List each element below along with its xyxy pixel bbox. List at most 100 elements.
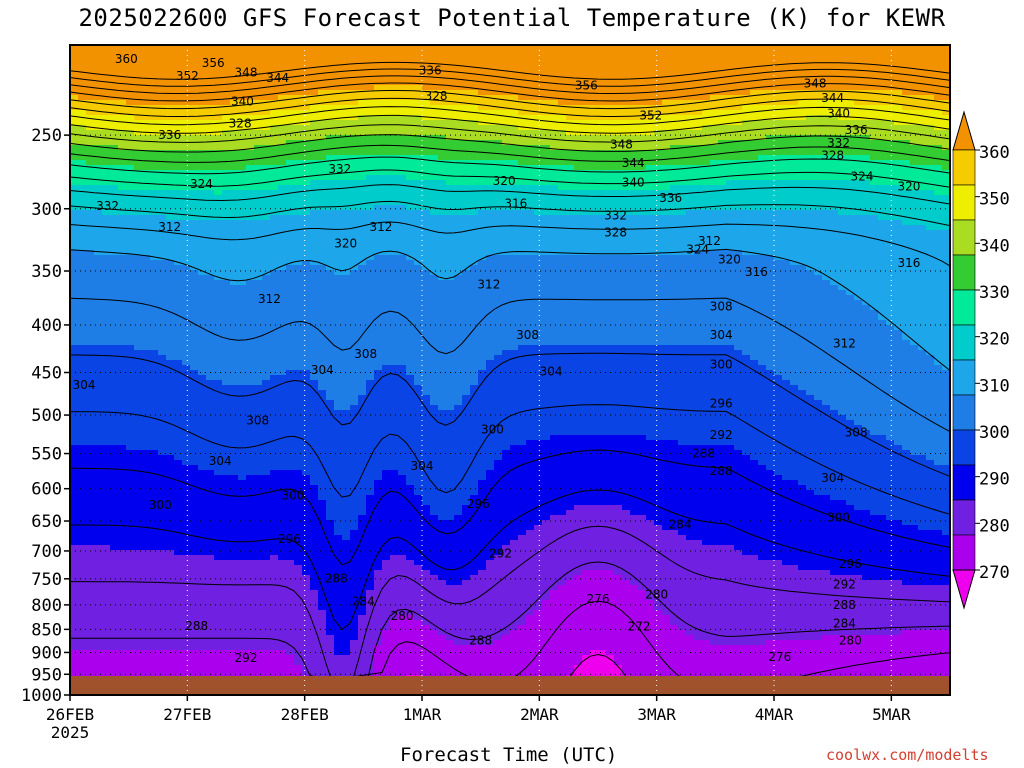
contour-label-text: 304 [73, 378, 96, 392]
contour-line [70, 97, 950, 117]
contour-label-text: 308 [246, 414, 269, 428]
contour-line [70, 75, 950, 94]
y-tick-label: 950 [31, 665, 62, 685]
contour-line [70, 124, 950, 143]
colorbar-segment [952, 184, 976, 221]
contour-label: 336 [845, 123, 868, 137]
colorbar-segment [952, 464, 976, 501]
contour-label: 328 [229, 117, 252, 131]
colorbar-segment [952, 219, 976, 256]
x-tick-label: 3MAR [637, 705, 676, 724]
contour-label: 312 [158, 220, 181, 234]
contour-label-text: 356 [202, 56, 225, 70]
contour-label: 288 [325, 571, 348, 585]
contour-label: 336 [659, 191, 682, 205]
contour-label: 360 [115, 52, 138, 66]
contour-label-text: 292 [235, 651, 258, 665]
contour-label: 288 [185, 619, 208, 633]
chart-title: 2025022600 GFS Forecast Potential Temper… [78, 4, 946, 32]
contour-label: 276 [587, 592, 610, 606]
x-tick-label: 26FEB [46, 705, 94, 724]
contour-label: 300 [481, 422, 504, 436]
contour-label-text: 352 [176, 69, 199, 83]
contour-label-text: 340 [827, 107, 850, 121]
colorbar-segment [952, 254, 976, 291]
y-tick-label: 1000 [21, 686, 62, 706]
contour-label: 296 [278, 532, 301, 546]
colorbar: 360 350 340 330 320 310 300 290 280 270 [952, 110, 1010, 610]
contour-label-text: 316 [897, 256, 920, 270]
colorbar-label: 350 [979, 190, 1010, 210]
contour-label-text: 288 [185, 619, 208, 633]
contour-line [70, 600, 950, 695]
contour-label-text: 332 [96, 199, 119, 213]
x-tick-label: 4MAR [755, 705, 794, 724]
x-axis-label: Forecast Time (UTC) [400, 744, 618, 766]
contour-label-text: 292 [833, 578, 856, 592]
x-tick-label: 27FEB [163, 705, 211, 724]
contour-label-text: 304 [311, 363, 334, 377]
contour-label: 332 [827, 136, 850, 150]
contour-label-text: 348 [804, 76, 827, 90]
contour-label: 300 [710, 357, 733, 371]
contour-label: 300 [281, 488, 304, 502]
contour-line [70, 404, 950, 515]
contour-label: 288 [710, 464, 733, 478]
colorbar-label: 340 [979, 236, 1010, 256]
contour-label-text: 332 [827, 136, 850, 150]
contour-label-text: 324 [686, 243, 709, 257]
contour-line [70, 221, 950, 267]
contour-label: 348 [610, 138, 633, 152]
contour-label: 280 [645, 588, 668, 602]
contour-label: 288 [833, 598, 856, 612]
y-tick-label: 500 [31, 406, 62, 426]
contour-line [70, 90, 950, 110]
contour-label-text: 308 [710, 299, 733, 313]
contour-label: 300 [149, 498, 172, 512]
contour-label: 304 [710, 328, 733, 342]
contour-label-text: 356 [575, 78, 598, 92]
contour-label: 356 [575, 78, 598, 92]
x-tick-label: 1MAR [403, 705, 442, 724]
contour-line [70, 489, 950, 631]
contour-label: 320 [493, 174, 516, 188]
contour-label: 356 [202, 56, 225, 70]
contour-label-text: 324 [851, 170, 874, 184]
contour-label-text: 304 [540, 365, 563, 379]
contour-label: 324 [686, 243, 709, 257]
contour-label: 276 [768, 650, 791, 664]
contour-label: 284 [669, 518, 692, 532]
colorbar-label: 310 [979, 376, 1010, 396]
credit-text[interactable]: coolwx.com/modelts [826, 746, 989, 764]
contour-label: 328 [604, 225, 627, 239]
contour-label: 300 [827, 510, 850, 524]
contour-label-text: 292 [489, 546, 512, 560]
contour-label: 324 [190, 177, 213, 191]
y-tick-label: 350 [31, 262, 62, 282]
contour-label-text: 344 [622, 156, 645, 170]
contour-label-text: 296 [467, 497, 490, 511]
contour-line [70, 144, 950, 163]
contour-label: 328 [425, 89, 448, 103]
contour-label-text: 300 [281, 488, 304, 502]
y-axis: 250 300 350 400 450 500 550 600 650 700 750 800 850 9… [21, 126, 70, 706]
contour-label-text: 336 [419, 63, 442, 77]
contour-label: 320 [718, 252, 741, 266]
contour-label-text: 296 [278, 532, 301, 546]
contour-label: 328 [821, 149, 844, 163]
contour-label-text: 320 [493, 174, 516, 188]
contour-label-text: 336 [659, 191, 682, 205]
y-tick-label: 700 [31, 542, 62, 562]
contour-label: 312 [258, 292, 281, 306]
x-tick-label: 5MAR [872, 705, 911, 724]
y-tick-label: 750 [31, 570, 62, 590]
contour-label: 344 [266, 71, 289, 85]
contour-label-text: 328 [821, 149, 844, 163]
contour-label: 312 [833, 337, 856, 351]
y-tick-label: 300 [31, 200, 62, 220]
contour-label: 308 [246, 414, 269, 428]
contour-line [70, 525, 950, 690]
contour-label-text: 280 [839, 634, 862, 648]
contour-label: 340 [231, 94, 254, 108]
surface-ground [70, 676, 950, 695]
